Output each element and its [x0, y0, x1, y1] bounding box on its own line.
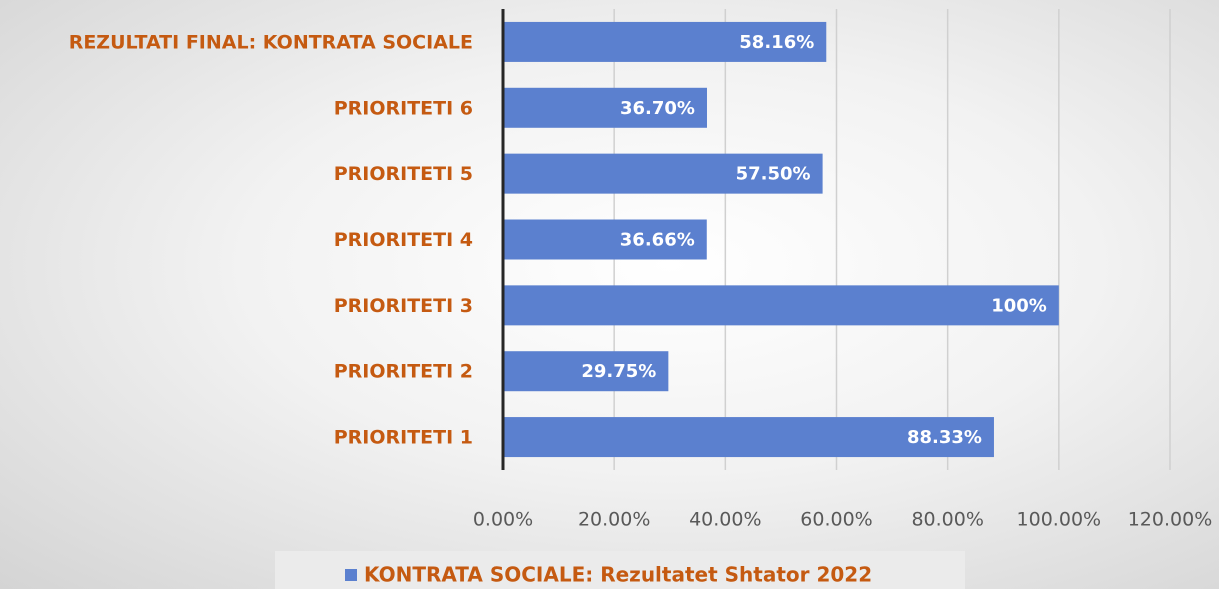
x-tick-label: 60.00%: [800, 509, 872, 531]
bar: [503, 417, 994, 458]
bar: [503, 285, 1059, 326]
x-tick-label: 20.00%: [578, 509, 650, 531]
x-tick-label: 40.00%: [689, 509, 761, 531]
legend-box: [275, 551, 965, 589]
value-label: 36.70%: [620, 98, 695, 119]
y-tick-label: PRIORITETI 3: [334, 295, 473, 317]
y-tick-label: REZULTATI FINAL: KONTRATA SOCIALE: [69, 31, 473, 53]
bar: [503, 219, 707, 260]
y-tick-label: PRIORITETI 6: [334, 97, 473, 119]
x-tick-label: 100.00%: [1017, 509, 1102, 531]
value-label: 36.66%: [620, 230, 695, 251]
value-label: 29.75%: [581, 361, 656, 382]
x-tick-label: 0.00%: [473, 509, 533, 531]
legend-swatch: [345, 569, 357, 581]
value-label: 100%: [991, 295, 1047, 316]
y-tick-label: PRIORITETI 5: [334, 163, 473, 185]
x-tick-label: 80.00%: [911, 509, 983, 531]
bar: [503, 21, 827, 62]
legend-label: KONTRATA SOCIALE: Rezultatet Shtator 202…: [364, 563, 872, 587]
bar: [503, 153, 823, 194]
x-tick-label: 120.00%: [1128, 509, 1213, 531]
y-tick-label: PRIORITETI 1: [334, 427, 473, 449]
y-tick-label: PRIORITETI 2: [334, 361, 473, 383]
value-label: 58.16%: [739, 32, 814, 53]
bar: [503, 351, 669, 392]
y-tick-label: PRIORITETI 4: [334, 229, 473, 251]
bar: [503, 87, 707, 128]
value-label: 88.33%: [907, 427, 982, 448]
value-label: 57.50%: [736, 164, 811, 185]
